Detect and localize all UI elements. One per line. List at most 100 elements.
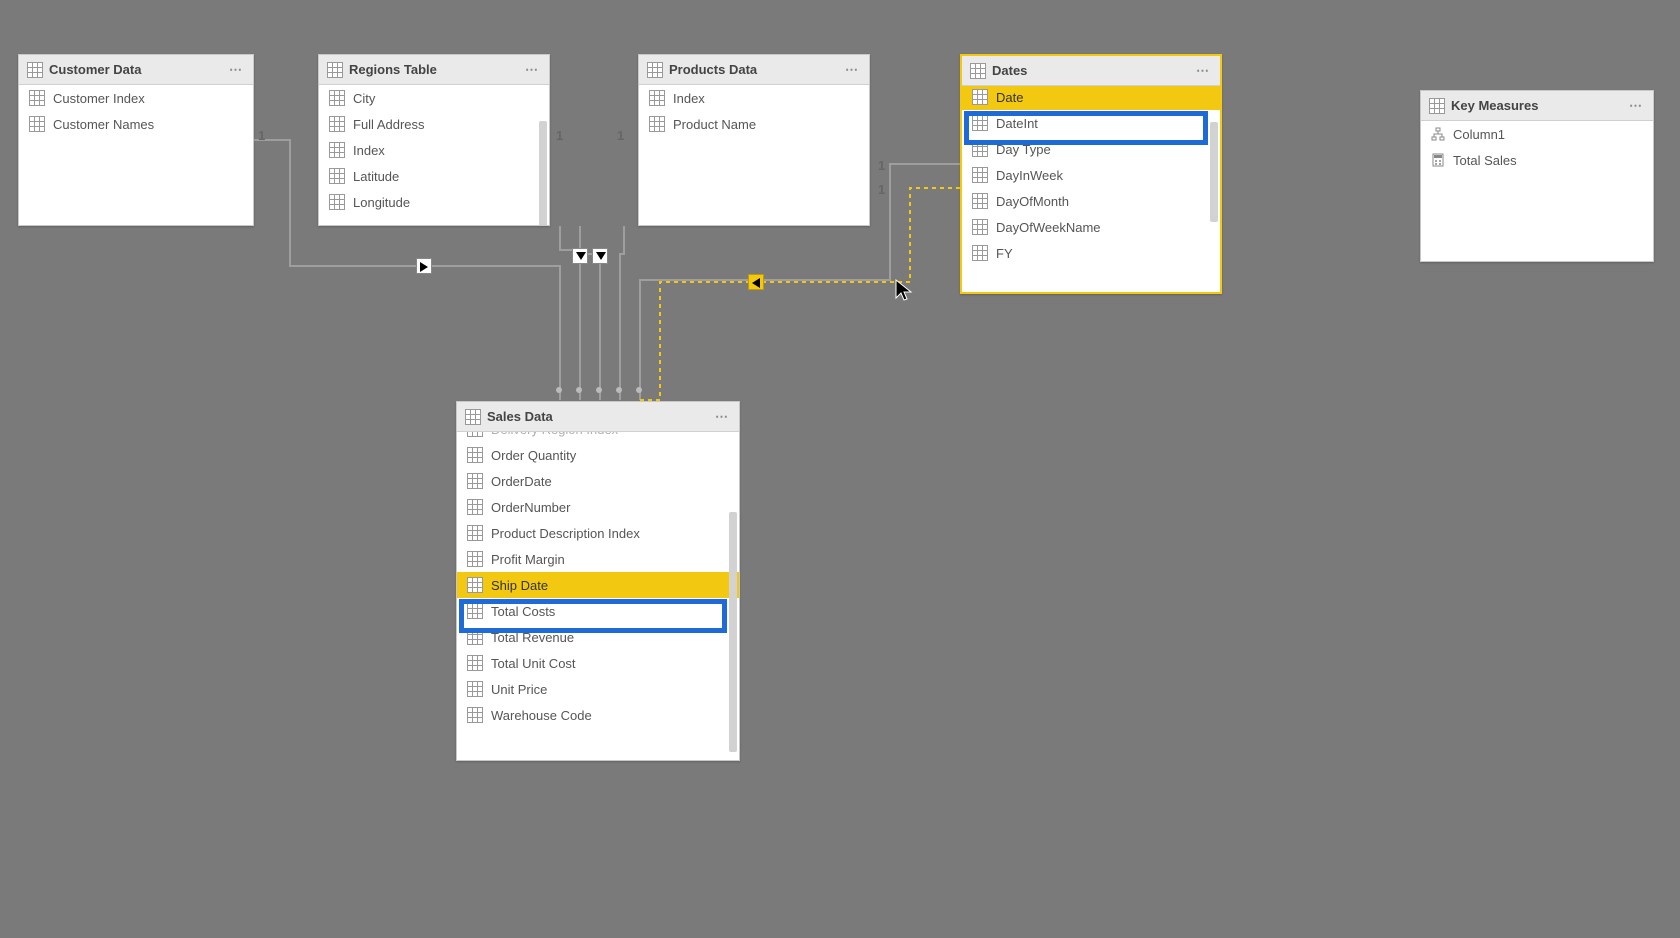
field-row[interactable]: Total Sales xyxy=(1421,147,1653,173)
table-title: Dates xyxy=(992,63,1027,78)
table-keymeasures[interactable]: Key Measures⋯Column1 Total Sales xyxy=(1420,90,1654,262)
field-name: Date xyxy=(996,90,1023,105)
field-row[interactable]: Column1 xyxy=(1421,121,1653,147)
field-name: Full Address xyxy=(353,117,425,132)
field-row[interactable]: Latitude xyxy=(319,163,549,189)
table-icon xyxy=(972,89,988,105)
field-name: Customer Names xyxy=(53,117,154,132)
field-row[interactable]: Date xyxy=(962,86,1220,110)
table-title: Sales Data xyxy=(487,409,553,424)
field-row[interactable]: Ship Date xyxy=(457,572,739,598)
field-name: OrderDate xyxy=(491,474,552,489)
field-name: Total Unit Cost xyxy=(491,656,576,671)
table-menu-button[interactable]: ⋯ xyxy=(523,62,541,78)
table-icon xyxy=(972,193,988,209)
field-name: Product Name xyxy=(673,117,756,132)
field-row[interactable]: Profit Margin xyxy=(457,546,739,572)
table-products[interactable]: Products Data ⋯ Index Product Name xyxy=(638,54,870,226)
field-name: Total Costs xyxy=(491,604,555,619)
field-row[interactable]: DayInWeek xyxy=(962,162,1220,188)
table-header[interactable]: Products Data ⋯ xyxy=(639,55,869,85)
field-name: Total Sales xyxy=(1453,153,1517,168)
field-list[interactable]: Delivery Region IndexOrder Quantity Order… xyxy=(457,432,739,760)
filter-direction-marker[interactable] xyxy=(416,258,432,274)
field-name: Longitude xyxy=(353,195,410,210)
table-header[interactable]: Sales Data ⋯ xyxy=(457,402,739,432)
table-icon xyxy=(972,115,988,131)
field-row[interactable]: OrderNumber xyxy=(457,494,739,520)
field-row[interactable]: OrderDate xyxy=(457,468,739,494)
field-row[interactable]: City xyxy=(319,85,549,111)
field-row[interactable]: Total Costs xyxy=(457,598,739,624)
many-side-dot xyxy=(616,387,622,393)
table-icon xyxy=(29,116,45,132)
hierarchy-icon xyxy=(1431,127,1445,141)
field-row[interactable]: Index xyxy=(319,137,549,163)
field-list[interactable]: Index Product Name xyxy=(639,85,869,225)
field-row[interactable]: DayOfMonth xyxy=(962,188,1220,214)
calculator-icon xyxy=(1431,153,1445,167)
field-row[interactable]: Warehouse Code xyxy=(457,702,739,728)
filter-direction-marker[interactable] xyxy=(592,248,608,264)
field-row[interactable]: Delivery Region Index xyxy=(457,432,739,442)
field-row[interactable]: Full Address xyxy=(319,111,549,137)
field-name: DateInt xyxy=(996,116,1038,131)
table-icon xyxy=(970,63,986,79)
table-icon xyxy=(329,168,345,184)
field-row[interactable]: DayOfWeekName xyxy=(962,214,1220,240)
table-title: Products Data xyxy=(669,62,757,77)
field-list[interactable]: City Full Address IndexLatitude Longitude xyxy=(319,85,549,225)
table-sales[interactable]: Sales Data ⋯ Delivery Region IndexOrder Qu… xyxy=(456,401,740,761)
table-menu-button[interactable]: ⋯ xyxy=(713,409,731,425)
field-name: OrderNumber xyxy=(491,500,570,515)
table-customer[interactable]: Customer Data⋯Customer Index Customer Nam… xyxy=(18,54,254,226)
field-list[interactable]: Customer Index Customer Names xyxy=(19,85,253,225)
field-name: FY xyxy=(996,246,1013,261)
field-row[interactable]: DateInt xyxy=(962,110,1220,136)
filter-direction-marker[interactable] xyxy=(748,274,764,290)
field-row[interactable]: Customer Names xyxy=(19,111,253,137)
table-icon xyxy=(27,62,43,78)
field-row[interactable]: Customer Index xyxy=(19,85,253,111)
table-dates[interactable]: Dates ⋯ Date DateInt Day Type DayInWeekDayOfM… xyxy=(960,54,1222,294)
field-row[interactable]: Total Revenue xyxy=(457,624,739,650)
table-icon xyxy=(467,525,483,541)
table-header[interactable]: Customer Data⋯ xyxy=(19,55,253,85)
table-header[interactable]: Key Measures⋯ xyxy=(1421,91,1653,121)
field-name: Unit Price xyxy=(491,682,547,697)
field-name: DayOfWeekName xyxy=(996,220,1101,235)
field-row[interactable]: Unit Price xyxy=(457,676,739,702)
field-row[interactable]: Order Quantity xyxy=(457,442,739,468)
mouse-cursor xyxy=(894,278,914,302)
field-row[interactable]: Day Type xyxy=(962,136,1220,162)
scrollbar-thumb[interactable] xyxy=(729,512,737,752)
scrollbar-thumb[interactable] xyxy=(1210,122,1218,222)
model-canvas[interactable]: Customer Data⋯Customer Index Customer Nam… xyxy=(0,0,1680,938)
many-side-dot xyxy=(576,387,582,393)
field-row[interactable]: Longitude xyxy=(319,189,549,215)
table-menu-button[interactable]: ⋯ xyxy=(227,62,245,78)
field-list[interactable]: Column1 Total Sales xyxy=(1421,121,1653,261)
table-header[interactable]: Dates ⋯ xyxy=(962,56,1220,86)
table-icon xyxy=(467,629,483,645)
table-menu-button[interactable]: ⋯ xyxy=(843,62,861,78)
table-header[interactable]: Regions Table⋯ xyxy=(319,55,549,85)
field-row[interactable]: FY xyxy=(962,240,1220,266)
cardinality-label: 1 xyxy=(878,182,885,197)
field-row[interactable]: Index xyxy=(639,85,869,111)
table-menu-button[interactable]: ⋯ xyxy=(1194,63,1212,79)
field-name: Day Type xyxy=(996,142,1051,157)
filter-direction-marker[interactable] xyxy=(572,248,588,264)
field-row[interactable]: Product Description Index xyxy=(457,520,739,546)
field-row[interactable]: Product Name xyxy=(639,111,869,137)
table-menu-button[interactable]: ⋯ xyxy=(1627,98,1645,114)
scrollbar-thumb[interactable] xyxy=(539,121,547,225)
cardinality-label: 1 xyxy=(556,128,563,143)
field-list[interactable]: Date DateInt Day Type DayInWeekDayOfMonth Da… xyxy=(962,86,1220,292)
table-icon xyxy=(467,603,483,619)
field-row[interactable]: Total Unit Cost xyxy=(457,650,739,676)
table-icon xyxy=(972,245,988,261)
table-icon xyxy=(329,142,345,158)
table-icon xyxy=(467,473,483,489)
table-regions[interactable]: Regions Table⋯City Full Address IndexLatit… xyxy=(318,54,550,226)
